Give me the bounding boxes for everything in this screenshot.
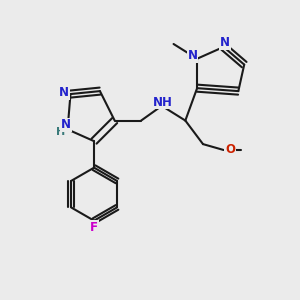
Text: NH: NH <box>153 96 173 109</box>
Text: F: F <box>90 220 98 234</box>
Text: N: N <box>188 49 198 62</box>
Text: O: O <box>225 143 235 156</box>
Text: N: N <box>59 86 69 99</box>
Text: N: N <box>220 36 230 49</box>
Text: H: H <box>56 127 66 137</box>
Text: N: N <box>61 118 71 131</box>
